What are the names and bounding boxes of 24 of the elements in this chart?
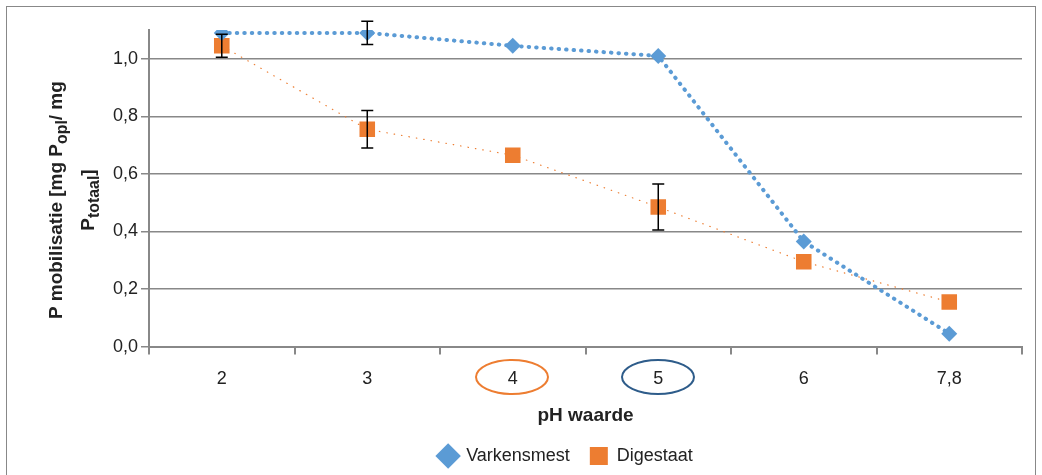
point <box>650 47 667 64</box>
legend-label: Digestaat <box>616 444 693 465</box>
point <box>941 325 958 342</box>
y-tick-label: 0,8 <box>112 105 139 126</box>
x-tick-label: 2 <box>216 368 227 389</box>
point <box>941 294 958 310</box>
x-tick-label: 5 <box>653 368 664 389</box>
point <box>650 199 667 215</box>
y-tick-label: 0,4 <box>112 220 139 241</box>
point <box>359 121 376 138</box>
point <box>795 253 812 270</box>
x-axis-title: pH waarde <box>537 403 634 425</box>
point <box>795 233 812 250</box>
y-tick-label: 0,6 <box>112 162 139 183</box>
point <box>504 37 521 54</box>
x-tick-label: 4 <box>507 368 518 389</box>
x-tick-label: 7,8 <box>936 368 962 389</box>
y-tick-label: 0,0 <box>112 335 139 356</box>
point <box>504 147 521 163</box>
legend-label: Varkensmest <box>466 444 570 465</box>
x-tick-label: 6 <box>798 368 809 389</box>
y-tick-label: 0,2 <box>112 278 139 299</box>
x-tick-label: 3 <box>362 368 373 389</box>
y-tick-label: 1,0 <box>112 47 139 68</box>
